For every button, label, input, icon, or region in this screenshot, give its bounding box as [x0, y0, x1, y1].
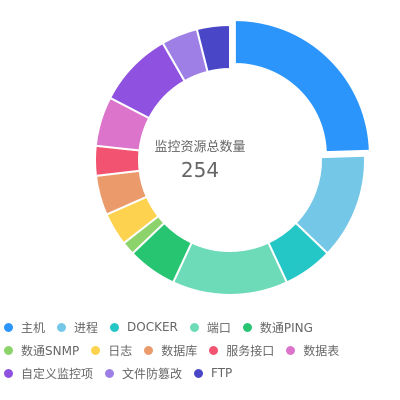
- legend-label: 数据表: [303, 343, 340, 358]
- legend-dot-icon: [209, 345, 219, 355]
- legend-label: 自定义监控项: [21, 366, 94, 381]
- legend-item[interactable]: 数据表: [286, 343, 340, 358]
- legend-label: 进程: [74, 320, 99, 335]
- legend-dot-icon: [144, 345, 154, 355]
- legend-dot-icon: [4, 368, 13, 378]
- legend-item[interactable]: 主机: [4, 320, 46, 335]
- legend-dot-icon: [110, 322, 120, 332]
- legend-dot-icon: [57, 322, 67, 332]
- legend-label: 数据库: [161, 343, 198, 358]
- legend-label: 数通PING: [259, 320, 313, 335]
- legend-item[interactable]: 数通SNMP: [4, 343, 80, 358]
- center-title: 监控资源总数量: [154, 140, 246, 155]
- legend: 主机 进程 DOCKER 端口 数通PING 数通SNMP 日志 数据库 服务接口 数据表自定义监…: [4, 320, 400, 381]
- legend-label: 日志: [108, 343, 133, 358]
- legend-item[interactable]: DOCKER: [110, 320, 178, 334]
- legend-label: 文件防篡改: [122, 366, 183, 381]
- donut-slice[interactable]: [233, 18, 371, 154]
- legend-dot-icon: [91, 345, 101, 355]
- legend-label: 数通SNMP: [21, 343, 80, 358]
- donut-svg: [94, 18, 371, 296]
- legend-label: 端口: [206, 320, 231, 335]
- legend-label: FTP: [211, 366, 233, 380]
- legend-dot-icon: [286, 345, 296, 355]
- legend-label: 服务接口: [226, 343, 275, 358]
- donut-slice[interactable]: [171, 241, 289, 296]
- legend-item[interactable]: FTP: [194, 366, 232, 380]
- legend-item[interactable]: 自定义监控项: [4, 366, 94, 381]
- legend-dot-icon: [105, 368, 115, 378]
- legend-item[interactable]: 数据库: [144, 343, 198, 358]
- legend-dot-icon: [4, 345, 13, 355]
- legend-item[interactable]: 日志: [91, 343, 133, 358]
- legend-dot-icon: [189, 322, 199, 332]
- center-total-value: 254: [180, 158, 220, 182]
- legend-label: DOCKER: [127, 320, 178, 334]
- legend-label: 主机: [21, 320, 46, 335]
- legend-item[interactable]: 服务接口: [209, 343, 275, 358]
- donut-slice[interactable]: [195, 23, 231, 74]
- legend-dot-icon: [194, 368, 204, 378]
- legend-dot-icon: [4, 322, 13, 332]
- legend-item[interactable]: 进程: [57, 320, 99, 335]
- legend-item[interactable]: 数通PING: [242, 320, 313, 335]
- legend-item[interactable]: 端口: [189, 320, 231, 335]
- legend-item[interactable]: 文件防篡改: [105, 366, 183, 381]
- legend-dot-icon: [242, 322, 252, 332]
